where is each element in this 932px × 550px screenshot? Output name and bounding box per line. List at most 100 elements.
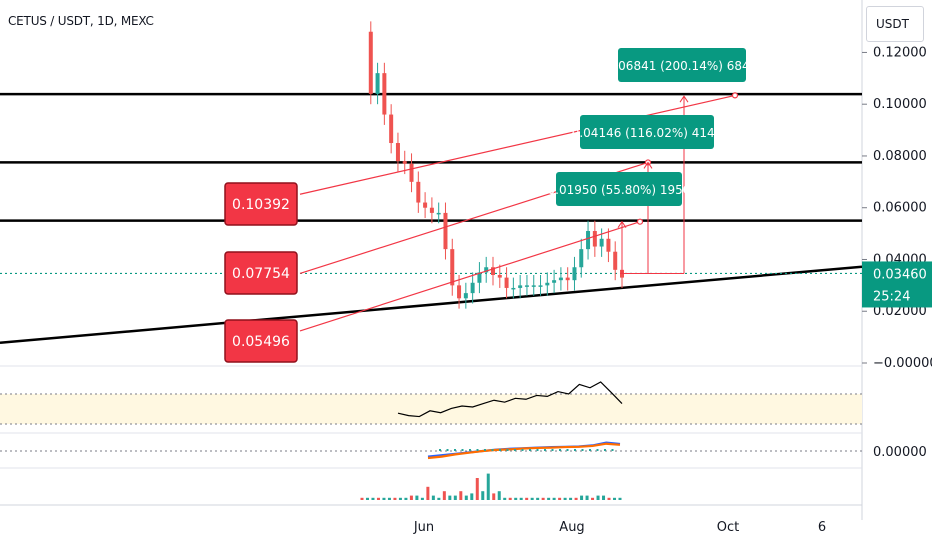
candle-body (599, 238, 604, 247)
y-tick-label: 0.10000 (873, 97, 927, 112)
volume-bar (475, 478, 479, 500)
volume-bar (376, 497, 380, 500)
last-price-value: 0.03460 (873, 267, 927, 282)
measure-arrow-head (679, 95, 689, 103)
volume-bar (459, 491, 463, 500)
volume-bar (558, 497, 562, 500)
volume-bar (481, 491, 485, 500)
candle-body (463, 293, 468, 299)
channel-anchor-point (636, 218, 644, 225)
volume-bar (574, 497, 578, 500)
volume-bar (602, 495, 606, 500)
y-tick-label: 0.06000 (873, 201, 927, 216)
volume-bar (569, 497, 573, 500)
volume-bar (464, 495, 468, 500)
volume-bar (371, 497, 375, 500)
volume-bar (563, 497, 567, 500)
volume-bar (503, 497, 507, 500)
x-tick-label: Oct (717, 520, 739, 535)
candle-body (395, 143, 400, 162)
measure-label-text: 0.01950 (55.80%) 1950 (548, 183, 691, 197)
measure-label-text: 0.06841 (200.14%) 6841 (607, 59, 758, 73)
candle-body (423, 202, 428, 208)
volume-bar (607, 497, 611, 500)
volume-bar (552, 497, 556, 500)
measure-label-box (618, 48, 746, 82)
last-price-tag (862, 261, 932, 308)
volume-bar (497, 491, 501, 500)
candle-body (545, 282, 550, 286)
volume-bar (420, 497, 424, 500)
volume-bar (360, 497, 364, 500)
volume-bar (613, 497, 617, 500)
volume-bar (591, 497, 595, 500)
level-label-box (224, 251, 298, 295)
candle-body (402, 161, 407, 164)
candle-body (586, 231, 591, 250)
volume-bar (536, 497, 540, 500)
candle-body (382, 73, 387, 115)
volume-bar (519, 497, 523, 500)
candle-body (518, 285, 523, 288)
volume-bar (530, 497, 534, 500)
candle-body (443, 212, 448, 250)
candle-body (436, 212, 441, 215)
level-label-text: 0.05496 (232, 334, 290, 350)
volume-bar (492, 493, 496, 500)
support-trendline (0, 265, 863, 345)
candle-body (484, 267, 489, 273)
volume-bar (596, 495, 600, 500)
chart-title: CETUS / USDT, 1D, MEXC (8, 14, 154, 28)
candle-body (558, 277, 563, 281)
volume-bar (508, 497, 512, 500)
volume-bar (453, 495, 457, 500)
y-tick-label: 0.02000 (873, 304, 927, 319)
volume-bar (470, 493, 474, 500)
measure-arrow-head (617, 220, 627, 228)
volume-bar (393, 497, 397, 500)
candle-body (389, 114, 394, 144)
candle-body (613, 251, 618, 270)
volume-bar (365, 497, 369, 500)
volume-bar (525, 497, 529, 500)
bar-countdown: 25:24 (873, 289, 910, 304)
candle-body (457, 285, 462, 299)
candle-body (524, 285, 529, 287)
level-label-text: 0.07754 (232, 266, 290, 282)
candle-body (368, 31, 373, 94)
candle-body (416, 181, 421, 203)
y-tick-label: −0.00000 (873, 356, 932, 371)
volume-bar (514, 497, 518, 500)
measure-label-box (580, 115, 714, 149)
candle-body (565, 277, 570, 281)
candle-body (477, 272, 482, 283)
currency-selector[interactable]: USDT (866, 6, 924, 42)
volume-bar (404, 497, 408, 500)
oscillator-line (397, 381, 623, 418)
y-tick-label: 0.08000 (873, 149, 927, 164)
level-label-box (224, 182, 298, 226)
candle-body (504, 277, 509, 288)
volume-bar (387, 497, 391, 500)
candle-body (552, 280, 557, 283)
volume-bar (382, 497, 386, 500)
measure-label-box (556, 172, 682, 206)
measure-arrow-head (643, 161, 653, 169)
candle-body (375, 73, 380, 94)
oscillator-band (0, 394, 862, 424)
volume-bar (415, 495, 419, 500)
volume-bar (448, 495, 452, 500)
volume-bar (442, 491, 446, 500)
volume-bar (541, 497, 545, 500)
level-label-box (224, 319, 298, 363)
candle-body (579, 249, 584, 268)
volume-bar (580, 495, 584, 500)
volume-bar (409, 495, 413, 500)
x-tick-label: 6 (818, 520, 826, 535)
candle-body (592, 231, 597, 247)
candle-body (429, 207, 434, 213)
candle-body (497, 275, 502, 278)
channel-line-lower (299, 221, 641, 332)
